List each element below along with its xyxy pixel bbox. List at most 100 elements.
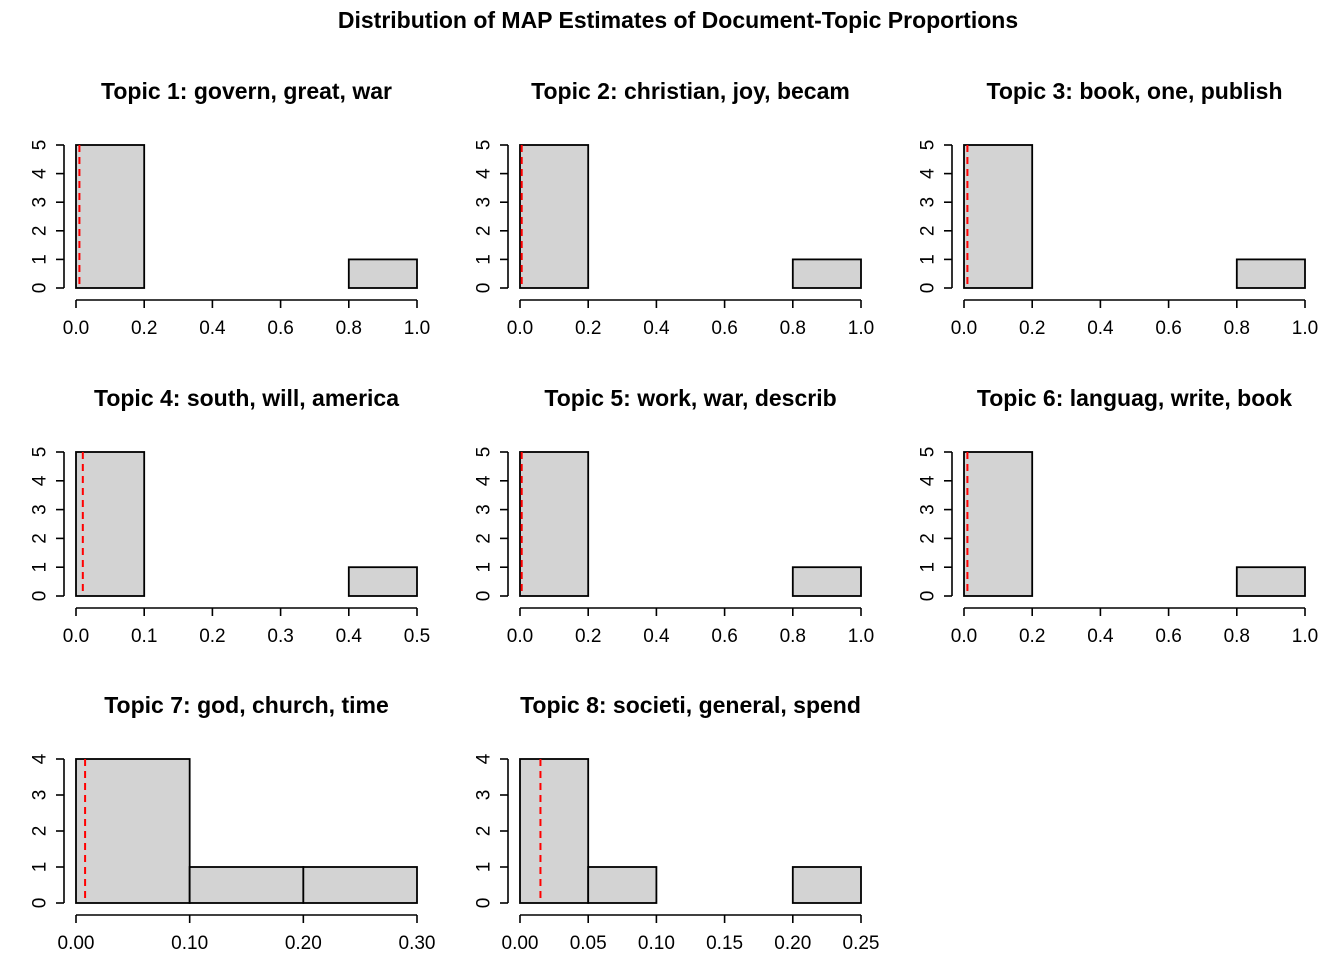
histogram-bar	[347, 566, 418, 597]
x-tick-label: 0.4	[1087, 626, 1114, 647]
x-tick-label: 0.20	[774, 933, 811, 954]
y-tick-label: 2	[30, 826, 51, 837]
y-tick-label: 2	[30, 533, 51, 544]
y-tick-label: 1	[30, 562, 51, 573]
x-tick-label: 0.0	[63, 318, 89, 339]
x-tick-label: 0.4	[199, 318, 226, 339]
x-tick-label: 1.0	[404, 318, 430, 339]
y-tick-label: 1	[918, 254, 939, 265]
x-tick-label: 0.25	[843, 933, 880, 954]
histogram-panel-7: Topic 7: god, church, time 0.00 0.10 0.20 0.…	[30, 692, 436, 954]
panel-title: Topic 1: govern, great, war	[101, 78, 392, 104]
x-tick-label: 0.6	[711, 626, 737, 647]
y-tick-label: 4	[30, 168, 51, 179]
histogram-bar	[791, 866, 862, 904]
histogram-bar	[791, 566, 862, 597]
y-tick-label: 0	[918, 591, 939, 602]
x-tick-label: 0.2	[575, 626, 601, 647]
histogram-bar	[1235, 566, 1306, 597]
y-tick-label: 1	[474, 562, 495, 573]
x-tick-label: 1.0	[848, 626, 874, 647]
histogram-bar	[519, 451, 590, 597]
x-tick-label: 0.6	[711, 318, 737, 339]
x-tick-label: 0.8	[336, 318, 362, 339]
histogram-bar	[302, 866, 418, 904]
histogram-bar	[347, 258, 418, 289]
x-tick-label: 0.6	[1155, 318, 1181, 339]
x-tick-label: 0.8	[780, 318, 806, 339]
x-tick-label: 0.8	[1224, 318, 1250, 339]
y-tick-label: 5	[918, 140, 939, 151]
x-tick-label: 0.10	[638, 933, 675, 954]
y-tick-label: 0	[30, 283, 51, 294]
x-tick-label: 0.05	[570, 933, 607, 954]
panel-title: Topic 8: societi, general, spend	[520, 692, 861, 718]
y-tick-label: 4	[474, 753, 495, 764]
x-tick-label: 0.4	[643, 626, 670, 647]
y-tick-label: 4	[474, 475, 495, 486]
y-tick-label: 3	[474, 504, 495, 515]
y-tick-label: 1	[30, 862, 51, 873]
panel-title: Topic 5: work, war, describ	[544, 385, 836, 411]
x-tick-label: 0.2	[575, 318, 601, 339]
y-tick-label: 2	[474, 826, 495, 837]
y-tick-label: 0	[474, 591, 495, 602]
x-tick-label: 0.2	[1019, 318, 1045, 339]
x-tick-label: 0.0	[951, 318, 977, 339]
histogram-bar	[963, 144, 1034, 289]
panel-title: Topic 4: south, will, america	[94, 385, 399, 411]
y-tick-label: 3	[918, 197, 939, 208]
x-tick-label: 0.30	[399, 933, 436, 954]
x-tick-label: 0.6	[1155, 626, 1181, 647]
x-tick-label: 0.5	[404, 626, 430, 647]
y-tick-label: 4	[30, 475, 51, 486]
y-tick-label: 2	[30, 226, 51, 237]
y-tick-label: 0	[474, 898, 495, 909]
y-tick-label: 0	[474, 283, 495, 294]
histogram-panel-8: Topic 8: societi, general, spend 0.00 0.05…	[474, 692, 880, 954]
histogram-bar	[519, 144, 590, 289]
x-tick-label: 0.10	[171, 933, 208, 954]
y-tick-label: 5	[30, 140, 51, 151]
x-tick-label: 0.15	[706, 933, 743, 954]
histogram-panels: Topic 1: govern, great, war 0.0 0.2 0.4 0.6 0…	[30, 78, 1319, 954]
x-tick-label: 0.8	[780, 626, 806, 647]
x-tick-label: 0.0	[951, 626, 977, 647]
histogram-bar	[1235, 258, 1306, 289]
panel-title: Topic 7: god, church, time	[104, 692, 389, 718]
x-tick-label: 0.2	[1019, 626, 1045, 647]
histogram-bar	[75, 144, 146, 289]
y-tick-label: 0	[30, 898, 51, 909]
x-tick-label: 0.4	[643, 318, 670, 339]
histogram-bar	[963, 451, 1034, 597]
y-tick-label: 5	[474, 140, 495, 151]
y-tick-label: 3	[918, 504, 939, 515]
y-tick-label: 1	[474, 254, 495, 265]
y-tick-label: 3	[474, 197, 495, 208]
x-tick-label: 0.00	[502, 933, 539, 954]
x-tick-label: 0.3	[267, 626, 293, 647]
histogram-panel-3: Topic 3: book, one, publish 0.0 0.2 0.4 0.6 0…	[918, 78, 1319, 339]
panel-title: Topic 6: languag, write, book	[977, 385, 1292, 411]
x-tick-label: 0.4	[336, 626, 363, 647]
x-tick-label: 0.6	[267, 318, 293, 339]
y-tick-label: 5	[30, 447, 51, 458]
y-tick-label: 0	[30, 591, 51, 602]
y-tick-label: 4	[30, 753, 51, 764]
histogram-bar	[791, 258, 862, 289]
figure-title: Distribution of MAP Estimates of Documen…	[338, 7, 1018, 33]
y-tick-label: 5	[918, 447, 939, 458]
histogram-bar	[587, 866, 658, 904]
histogram-panel-1: Topic 1: govern, great, war 0.0 0.2 0.4 0.6 0…	[30, 78, 431, 339]
histogram-panel-6: Topic 6: languag, write, book 0.0 0.2 0.4 0.…	[918, 385, 1319, 647]
histogram-panel-4: Topic 4: south, will, america 0.0 0.1 0.2 0.…	[30, 385, 431, 647]
histogram-bar	[75, 758, 191, 904]
x-tick-label: 0.0	[63, 626, 89, 647]
x-tick-label: 1.0	[1292, 626, 1318, 647]
y-tick-label: 1	[918, 562, 939, 573]
y-tick-label: 2	[474, 533, 495, 544]
y-tick-label: 2	[474, 226, 495, 237]
y-tick-label: 0	[918, 283, 939, 294]
y-tick-label: 1	[30, 254, 51, 265]
